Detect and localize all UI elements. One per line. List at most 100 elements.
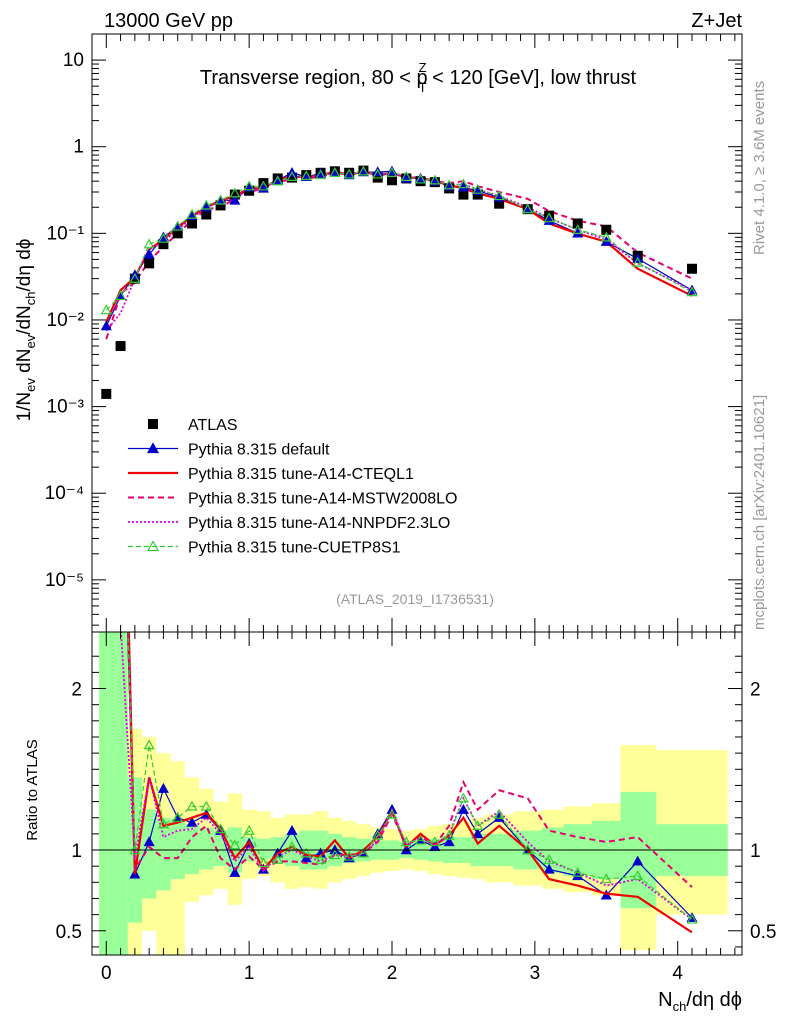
main-point-cuetp8s1 — [257, 180, 269, 191]
ratio-point-cuetp8s1 — [272, 853, 284, 864]
ratio-point-cuetp8s1 — [172, 811, 184, 822]
main-point-cuetp8s1 — [400, 171, 412, 181]
main-point-cuetp8s1 — [172, 220, 184, 231]
main-point-default — [457, 181, 469, 192]
main-plot: 10 1 10⁻¹ 10⁻² 10⁻³ 10⁻⁴ 10⁻⁵ Transverse regio… — [45, 33, 743, 633]
main-point-cuetp8s1 — [415, 173, 427, 184]
main-point-cuetp8s1 — [522, 203, 534, 214]
ratio-point-cuetp8s1 — [600, 873, 612, 884]
main-line-default — [105, 170, 693, 327]
main-line-mstw — [105, 170, 693, 340]
ratio-point-default — [472, 828, 484, 839]
main-point-data — [158, 239, 169, 250]
ratio-point-cuetp8s1 — [457, 792, 469, 803]
ratio-point-cuetp8s1 — [443, 829, 455, 840]
main-point-cuetp8s1 — [229, 187, 241, 198]
ratio-point-cuetp8s1 — [493, 808, 505, 819]
ratio-band-inner — [242, 837, 257, 862]
x-tick-label: 0 — [101, 963, 112, 984]
ratio-point-default — [632, 855, 644, 866]
ratio-band-inner — [142, 809, 157, 899]
analysis-id: (ATLAS_2019_I1736531) — [336, 591, 494, 607]
legend-marker-default — [146, 442, 160, 454]
main-point-default — [229, 194, 241, 205]
energy-label: 13000 GeV pp — [104, 10, 233, 32]
main-point-cuetp8s1 — [186, 208, 198, 219]
ratio-point-cuetp8s1 — [257, 857, 269, 868]
ratio-point-default — [157, 782, 169, 793]
main-y-axis-label: 1/Nev dNev/dNch/dη dϕ — [14, 239, 38, 422]
main-point-cuetp8s1 — [200, 199, 212, 210]
main-y-tick-label: 1 — [73, 137, 84, 158]
mcplots-label: mcplots.cern.ch [arXiv:2401.10621] — [751, 395, 768, 630]
ratio-y-tick-label-right: 2 — [750, 680, 761, 701]
main-point-data — [144, 258, 155, 269]
ratio-point-default — [286, 824, 298, 835]
legend-label-mstw: Pythia 8.315 tune-A14-MSTW2008LO — [188, 491, 457, 508]
main-point-cuetp8s1 — [429, 174, 441, 185]
legend-label-data: ATLAS — [188, 417, 238, 434]
ratio-band-inner — [199, 827, 214, 870]
ratio-point-cuetp8s1 — [143, 739, 155, 750]
ratio-point-cuetp8s1 — [329, 849, 341, 860]
main-point-cuetp8s1 — [386, 167, 398, 177]
main-point-data — [387, 175, 397, 186]
legend-marker-cuetp8s1 — [146, 540, 160, 552]
main-point-cuetp8s1 — [357, 165, 369, 176]
main-point-cuetp8s1 — [115, 290, 127, 301]
ratio-band-inner — [256, 838, 271, 860]
main-point-cuetp8s1 — [457, 178, 469, 189]
legend-label-nnpdf: Pythia 8.315 tune-A14-NNPDF2.3LO — [188, 515, 450, 532]
main-point-cuetp8s1 — [272, 175, 284, 186]
ratio-point-default — [229, 866, 241, 877]
main-point-data — [187, 218, 197, 229]
ratio-point-default — [116, 393, 125, 401]
main-y-tick-label: 10⁻⁵ — [45, 570, 84, 591]
main-y-tick-label: 10⁻¹ — [47, 223, 85, 244]
main-point-cuetp8s1 — [343, 168, 355, 179]
ratio-point-cuetp8s1 — [300, 847, 312, 858]
ratio-y-tick-label-right: 0.5 — [750, 922, 776, 943]
x-tick-label: 2 — [387, 963, 398, 984]
ratio-point-cuetp8s1 — [357, 847, 369, 858]
main-point-default — [143, 248, 155, 259]
legend-marker-data — [148, 419, 158, 429]
plot-title: Transverse region, 80 < pZ T < 120 [GeV],… — [200, 60, 637, 95]
ratio-band-inner — [99, 632, 114, 955]
main-point-data — [458, 189, 469, 200]
ratio-point-cuetp8s1 — [543, 853, 555, 864]
main-point-cuetp8s1 — [157, 232, 169, 243]
ratio-point-cuetp8s1 — [686, 913, 698, 924]
ratio-y-tick-label: 1 — [71, 841, 82, 862]
main-point-data — [101, 388, 112, 399]
ratio-point-default — [186, 816, 198, 827]
x-axis-label: Nch/dη dϕ — [658, 989, 742, 1014]
ratio-point-cuetp8s1 — [632, 870, 644, 881]
main-point-cuetp8s1 — [600, 231, 612, 242]
process-label: Z+Jet — [691, 10, 742, 32]
x-tick-label: 1 — [244, 963, 255, 984]
ratio-point-cuetp8s1 — [400, 836, 412, 847]
main-point-cuetp8s1 — [493, 190, 505, 201]
ratio-point-cuetp8s1 — [343, 850, 355, 861]
ratio-point-cuetp8s1 — [372, 829, 384, 840]
ratio-point-default — [443, 836, 455, 847]
main-y-tick-label: 10⁻⁴ — [45, 483, 84, 504]
legend: ATLAS Pythia 8.315 default Pythia 8.315 tu… — [128, 417, 457, 557]
main-line-cteql1 — [105, 170, 693, 323]
ratio-line-mstw — [127, 632, 693, 888]
main-point-cuetp8s1 — [286, 171, 298, 181]
ratio-point-cuetp8s1 — [415, 834, 427, 845]
main-point-data — [215, 200, 226, 211]
main-point-cuetp8s1 — [572, 224, 584, 234]
ratio-point-cuetp8s1 — [472, 820, 484, 831]
legend-label-default: Pythia 8.315 default — [188, 442, 330, 459]
ratio-plot-frame — [91, 631, 743, 956]
ratio-point-cuetp8s1 — [315, 853, 327, 864]
main-point-cuetp8s1 — [632, 256, 644, 267]
ratio-point-cuetp8s1 — [229, 839, 241, 850]
main-point-default — [493, 191, 505, 202]
main-point-cuetp8s1 — [686, 286, 698, 297]
rivet-version-label: Rivet 4.1.0, ≥ 3.6M events — [751, 81, 768, 255]
ratio-y-tick-label-right: 1 — [750, 841, 761, 862]
